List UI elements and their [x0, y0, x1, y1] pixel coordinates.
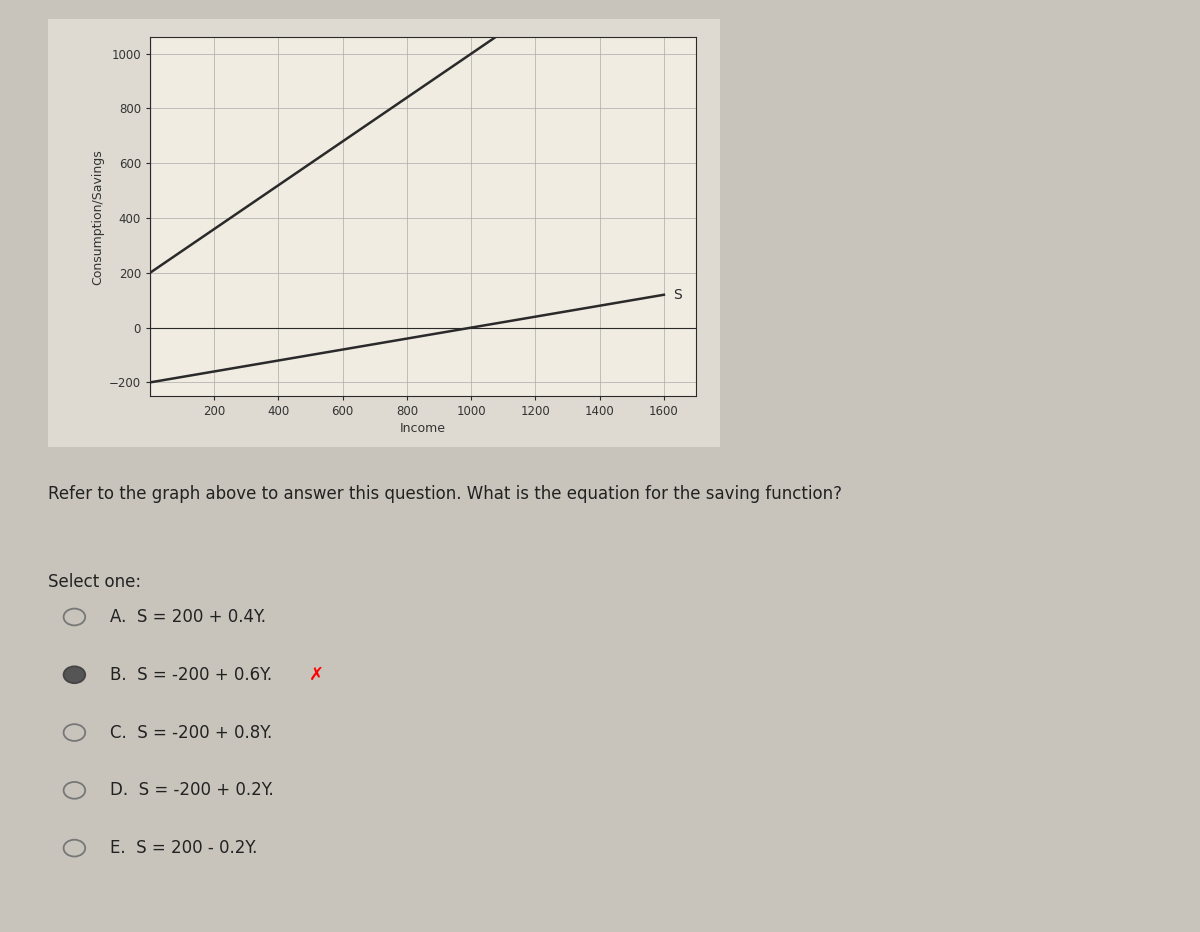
- Text: Refer to the graph above to answer this question. What is the equation for the s: Refer to the graph above to answer this …: [48, 485, 842, 502]
- Text: E.  S = 200 - 0.2Y.: E. S = 200 - 0.2Y.: [110, 839, 258, 857]
- Text: B.  S = -200 + 0.6Y.: B. S = -200 + 0.6Y.: [110, 665, 272, 684]
- Text: C.  S = -200 + 0.8Y.: C. S = -200 + 0.8Y.: [110, 723, 272, 742]
- Text: A.  S = 200 + 0.4Y.: A. S = 200 + 0.4Y.: [110, 608, 266, 626]
- Text: D.  S = -200 + 0.2Y.: D. S = -200 + 0.2Y.: [110, 781, 274, 800]
- Text: ✗: ✗: [308, 665, 324, 684]
- X-axis label: Income: Income: [400, 422, 446, 435]
- Y-axis label: Consumption/Savings: Consumption/Savings: [91, 149, 104, 284]
- Text: S: S: [673, 288, 683, 302]
- Text: Select one:: Select one:: [48, 573, 142, 591]
